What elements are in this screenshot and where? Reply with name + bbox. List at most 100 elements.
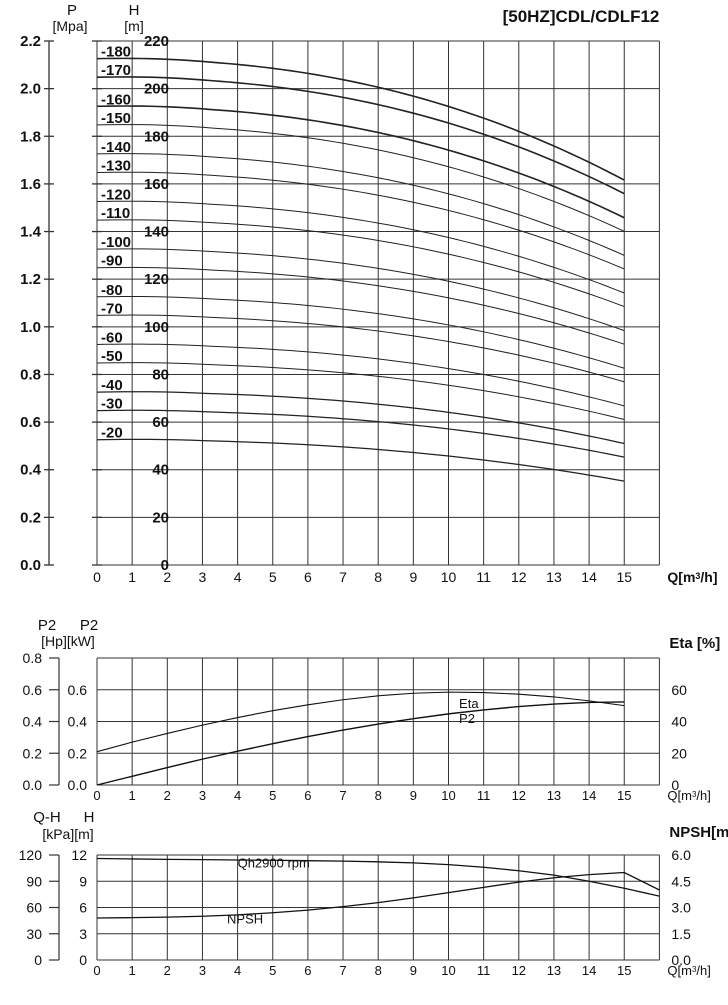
svg-text:0.8: 0.8 <box>23 650 43 666</box>
svg-text:7: 7 <box>339 788 346 803</box>
svg-text:[m]: [m] <box>124 18 143 34</box>
svg-text:2.0: 2.0 <box>20 81 41 98</box>
svg-text:6: 6 <box>304 963 311 978</box>
svg-text:0.2: 0.2 <box>20 509 41 526</box>
svg-text:[Hp][kW]: [Hp][kW] <box>41 633 95 649</box>
svg-text:12: 12 <box>71 847 87 863</box>
svg-text:-80: -80 <box>101 282 123 299</box>
svg-text:14: 14 <box>582 788 596 803</box>
svg-text:3: 3 <box>199 569 207 585</box>
svg-text:-120: -120 <box>101 187 131 204</box>
svg-text:-180: -180 <box>101 44 131 61</box>
svg-text:NPSH: NPSH <box>227 911 263 926</box>
svg-text:7: 7 <box>339 963 346 978</box>
svg-text:9: 9 <box>410 963 417 978</box>
svg-text:0.4: 0.4 <box>23 714 43 730</box>
svg-text:0.0: 0.0 <box>20 557 41 574</box>
svg-text:220: 220 <box>144 33 169 50</box>
svg-text:6.0: 6.0 <box>671 847 691 863</box>
svg-text:90: 90 <box>26 873 42 889</box>
svg-text:11: 11 <box>477 788 491 803</box>
svg-text:1.5: 1.5 <box>671 926 691 942</box>
svg-text:5: 5 <box>269 788 276 803</box>
svg-text:40: 40 <box>671 714 687 730</box>
svg-text:0: 0 <box>671 777 679 793</box>
svg-text:0.6: 0.6 <box>23 682 43 698</box>
svg-text:15: 15 <box>616 569 632 585</box>
svg-text:60: 60 <box>152 414 169 431</box>
svg-text:NPSH[m]: NPSH[m] <box>669 824 728 841</box>
svg-text:P2: P2 <box>80 617 98 634</box>
svg-text:-140: -140 <box>101 139 131 156</box>
svg-text:12: 12 <box>512 788 526 803</box>
svg-text:3: 3 <box>79 926 87 942</box>
svg-text:1.0: 1.0 <box>20 319 41 336</box>
svg-text:0: 0 <box>93 569 101 585</box>
svg-text:-170: -170 <box>101 62 131 79</box>
svg-text:160: 160 <box>144 176 169 193</box>
svg-text:0.0: 0.0 <box>23 777 43 793</box>
svg-text:8: 8 <box>374 569 382 585</box>
svg-text:0.0: 0.0 <box>68 777 88 793</box>
svg-text:0.0: 0.0 <box>671 952 691 968</box>
svg-text:6: 6 <box>304 788 311 803</box>
svg-text:0: 0 <box>79 952 87 968</box>
svg-text:0: 0 <box>161 557 169 574</box>
svg-text:Eta: Eta <box>459 696 479 711</box>
svg-text:30: 30 <box>26 926 42 942</box>
svg-text:5: 5 <box>269 569 277 585</box>
svg-text:0: 0 <box>34 952 42 968</box>
svg-text:9: 9 <box>410 788 417 803</box>
svg-text:15: 15 <box>617 788 631 803</box>
svg-text:P: P <box>67 2 77 19</box>
svg-text:14: 14 <box>582 963 596 978</box>
svg-text:0.6: 0.6 <box>68 682 88 698</box>
svg-text:8: 8 <box>375 963 382 978</box>
svg-text:0: 0 <box>93 788 100 803</box>
svg-text:[Mpa]: [Mpa] <box>52 18 87 34</box>
svg-text:6: 6 <box>79 900 87 916</box>
svg-text:120: 120 <box>144 271 169 288</box>
svg-text:P2: P2 <box>38 617 56 634</box>
svg-text:Qh2900 rpm: Qh2900 rpm <box>238 856 310 871</box>
svg-text:5: 5 <box>269 963 276 978</box>
svg-text:1: 1 <box>129 788 136 803</box>
svg-text:1.4: 1.4 <box>20 224 42 241</box>
svg-text:9: 9 <box>79 873 87 889</box>
svg-text:0.4: 0.4 <box>20 462 42 479</box>
svg-text:Q-H: Q-H <box>33 809 61 826</box>
svg-text:Q[m3/h]: Q[m3/h] <box>667 569 717 585</box>
svg-text:13: 13 <box>547 788 561 803</box>
svg-text:180: 180 <box>144 128 169 145</box>
svg-text:14: 14 <box>581 569 597 585</box>
svg-text:60: 60 <box>671 682 687 698</box>
svg-text:-50: -50 <box>101 348 123 365</box>
svg-text:0.2: 0.2 <box>23 745 43 761</box>
svg-text:1.6: 1.6 <box>20 176 41 193</box>
svg-text:11: 11 <box>476 569 491 585</box>
svg-text:-40: -40 <box>101 377 123 394</box>
svg-text:7: 7 <box>339 569 347 585</box>
svg-text:4: 4 <box>234 788 241 803</box>
svg-text:-100: -100 <box>101 234 131 251</box>
svg-text:20: 20 <box>671 745 687 761</box>
svg-text:[50HZ]CDL/CDLF12: [50HZ]CDL/CDLF12 <box>503 7 660 26</box>
svg-text:15: 15 <box>617 963 631 978</box>
svg-text:-160: -160 <box>101 91 131 108</box>
svg-text:10: 10 <box>441 963 455 978</box>
svg-text:80: 80 <box>152 366 169 383</box>
svg-text:12: 12 <box>511 569 527 585</box>
svg-text:10: 10 <box>441 569 457 585</box>
svg-text:200: 200 <box>144 81 169 98</box>
svg-text:4: 4 <box>234 569 242 585</box>
svg-text:2: 2 <box>164 788 171 803</box>
svg-text:9: 9 <box>409 569 417 585</box>
svg-text:2.2: 2.2 <box>20 33 41 50</box>
svg-text:120: 120 <box>19 847 43 863</box>
svg-text:13: 13 <box>546 569 562 585</box>
svg-text:-70: -70 <box>101 300 123 317</box>
svg-text:1.2: 1.2 <box>20 271 41 288</box>
svg-text:P2: P2 <box>459 711 475 726</box>
svg-text:1: 1 <box>129 963 136 978</box>
svg-text:8: 8 <box>375 788 382 803</box>
